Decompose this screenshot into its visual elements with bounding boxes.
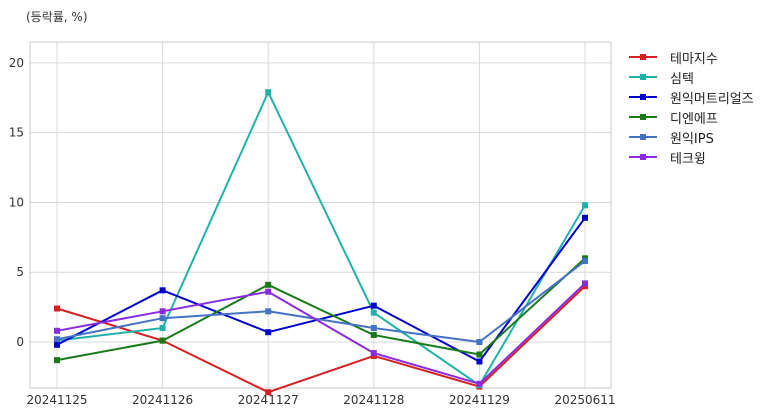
legend-swatch-marker (640, 94, 646, 100)
data-point (159, 325, 166, 331)
y-tick-label: 20 (9, 56, 24, 70)
legend-swatch (629, 154, 657, 160)
data-point (476, 351, 483, 358)
data-point (265, 329, 272, 336)
y-tick-label: 15 (9, 126, 24, 140)
x-tick-label: 20241125 (26, 393, 87, 407)
legend-item: 심텍 (628, 67, 754, 87)
data-point (265, 89, 272, 96)
legend-item: 원익머트리얼즈 (628, 87, 754, 107)
legend-swatch-marker (640, 134, 646, 140)
legend-swatch-marker (640, 74, 646, 80)
series-4 (54, 255, 588, 364)
series-line (56, 282, 586, 385)
y-unit-label: (등락률, %) (26, 10, 88, 24)
data-point (582, 258, 588, 264)
legend-swatch (629, 54, 657, 60)
data-point (582, 280, 588, 287)
data-point (582, 202, 588, 209)
y-tick-label: 0 (16, 335, 24, 349)
series-line (56, 91, 586, 387)
data-point (476, 358, 483, 365)
series-line (56, 285, 586, 394)
series-line (56, 260, 586, 343)
series-1 (54, 283, 588, 396)
legend-swatch (629, 134, 657, 140)
data-point (476, 339, 483, 345)
legend-item: 디엔에프 (628, 107, 754, 127)
data-point (370, 332, 377, 338)
data-point (370, 309, 377, 316)
data-point (159, 308, 166, 315)
y-tick-label: 5 (16, 265, 24, 279)
legend-label: 디엔에프 (670, 111, 718, 127)
series-layer (54, 89, 588, 396)
legend-swatch-marker (640, 54, 646, 60)
series-line (56, 257, 586, 362)
data-point (159, 337, 166, 344)
data-point (54, 327, 60, 334)
data-point (582, 214, 588, 221)
data-point (159, 287, 166, 294)
data-point (265, 281, 272, 288)
y-tick-label: 10 (9, 195, 24, 209)
data-point (159, 315, 166, 322)
series-2 (54, 89, 588, 389)
data-point (54, 341, 60, 348)
x-tick-label: 20250611 (554, 393, 615, 407)
plot-frame (29, 41, 612, 389)
series-6 (54, 280, 588, 387)
data-point (54, 336, 60, 343)
data-point (54, 357, 60, 364)
legend-swatch-marker (640, 154, 646, 160)
data-point (265, 389, 272, 396)
legend-label: 원익IPS (670, 131, 714, 147)
data-point (370, 302, 377, 309)
legend-label: 테마지수 (670, 51, 718, 67)
legend-item: 테크윙 (628, 147, 754, 167)
series-5 (54, 258, 588, 345)
legend-swatch (629, 74, 657, 80)
tick-layer: 20241125 20241126 20241127 20241128 20241129… (9, 56, 616, 407)
legend-label: 테크윙 (670, 151, 706, 167)
x-tick-label: 20241129 (449, 393, 510, 407)
legend-swatch-marker (640, 114, 646, 120)
data-point (265, 308, 272, 315)
data-point (265, 288, 272, 295)
legend-item: 원익IPS (628, 127, 754, 147)
data-point (370, 350, 377, 357)
data-point (54, 305, 60, 312)
x-tick-label: 20241126 (132, 393, 193, 407)
legend-label: 심텍 (670, 71, 694, 87)
legend-label: 원익머트리얼즈 (670, 91, 754, 107)
legend-item: 테마지수 (628, 47, 754, 67)
legend-swatch (629, 94, 657, 100)
grid-layer (30, 42, 611, 388)
legend-swatch (629, 114, 657, 120)
x-tick-label: 20241128 (343, 393, 404, 407)
data-point (476, 380, 483, 387)
x-tick-label: 20241127 (238, 393, 299, 407)
data-point (370, 325, 377, 331)
